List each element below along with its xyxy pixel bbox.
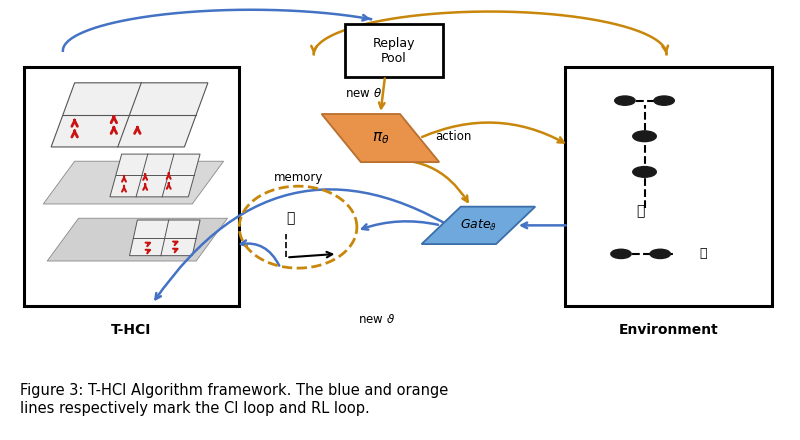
Polygon shape	[322, 114, 439, 162]
Circle shape	[611, 249, 631, 259]
Circle shape	[654, 96, 674, 105]
Text: new $\vartheta$: new $\vartheta$	[358, 313, 395, 326]
Text: 🔑: 🔑	[637, 204, 645, 218]
Text: action: action	[435, 130, 472, 143]
Polygon shape	[110, 154, 200, 197]
Text: 🔑: 🔑	[286, 211, 294, 225]
Circle shape	[633, 167, 656, 177]
Circle shape	[650, 249, 670, 259]
Polygon shape	[51, 83, 208, 147]
Text: $Gate_\vartheta$: $Gate_\vartheta$	[460, 218, 497, 233]
Circle shape	[633, 131, 656, 142]
FancyBboxPatch shape	[345, 24, 443, 77]
Text: T-HCI: T-HCI	[111, 323, 152, 337]
Text: Replay
Pool: Replay Pool	[373, 37, 415, 65]
Text: 📋: 📋	[699, 247, 707, 260]
Polygon shape	[422, 207, 535, 244]
Polygon shape	[130, 220, 200, 256]
FancyBboxPatch shape	[24, 67, 239, 305]
FancyBboxPatch shape	[565, 67, 773, 305]
Text: $\pi_\theta$: $\pi_\theta$	[372, 130, 389, 146]
Text: Environment: Environment	[618, 323, 718, 337]
Text: Observation Space: Observation Space	[78, 83, 184, 93]
Text: memory: memory	[274, 171, 322, 184]
Polygon shape	[43, 161, 223, 204]
Polygon shape	[47, 218, 227, 261]
Text: Figure 3: T-HCI Algorithm framework. The blue and orange
lines respectively mark: Figure 3: T-HCI Algorithm framework. The…	[20, 383, 448, 416]
Text: new $\theta$: new $\theta$	[345, 87, 382, 100]
Circle shape	[614, 96, 635, 105]
